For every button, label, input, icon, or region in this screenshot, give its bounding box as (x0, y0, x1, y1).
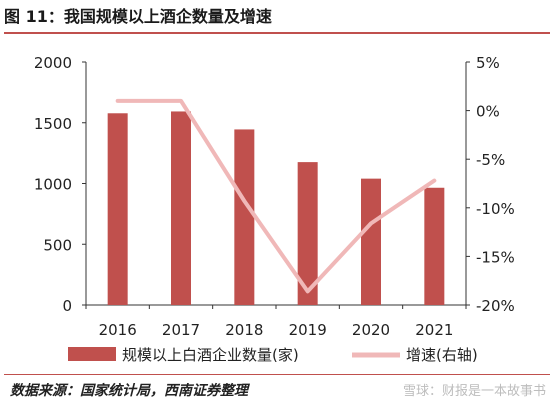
right-tick-label: -20% (476, 297, 515, 315)
left-tick-label: 0 (62, 297, 72, 315)
watermark: 雪球：财报是一本故事书 (402, 384, 546, 399)
bar (107, 113, 128, 305)
bar (424, 187, 445, 305)
x-tick-label: 2020 (352, 321, 390, 339)
left-tick-label: 500 (43, 236, 72, 254)
right-tick-label: 5% (476, 54, 500, 72)
left-tick-label: 2000 (34, 54, 72, 72)
legend-swatch-bar (68, 347, 116, 361)
bar-line-chart: 0 500 1000 1500 2000 -20% -15% -10% -5% 0% 5% 2016 2… (34, 54, 515, 364)
x-tick-label: 2018 (225, 321, 263, 339)
right-tick-label: -15% (476, 248, 515, 266)
bar (171, 111, 191, 305)
legend-label-line: 增速(右轴) (406, 346, 478, 364)
x-tick-label: 2019 (289, 321, 327, 339)
bar (361, 178, 381, 305)
footer-rule (4, 374, 550, 375)
x-tick-label: 2017 (162, 321, 200, 339)
x-tick-label: 2021 (415, 321, 453, 339)
right-tick-label: -5% (476, 151, 505, 169)
left-tick-label: 1000 (34, 176, 72, 194)
left-tick-label: 1500 (34, 115, 72, 133)
growth-line (115, 98, 437, 294)
title-rule (4, 32, 550, 34)
bar (234, 129, 255, 305)
figure-title: 图 11：我国规模以上酒企数量及增速 (4, 7, 272, 26)
right-tick-label: 0% (476, 103, 500, 121)
right-tick-label: -10% (476, 200, 515, 218)
legend-label-bar: 规模以上白酒企业数量(家) (122, 346, 299, 364)
x-tick-label: 2016 (99, 321, 137, 339)
data-source: 数据来源：国家统计局，西南证券整理 (10, 383, 248, 399)
bar (297, 162, 318, 305)
